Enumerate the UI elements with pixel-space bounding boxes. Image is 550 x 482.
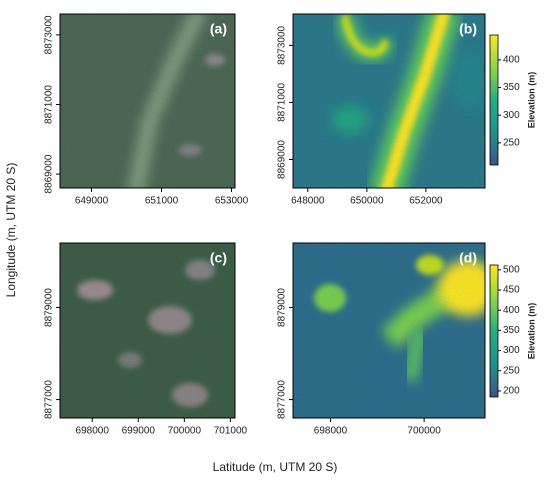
elevation-map (293, 14, 485, 188)
x-tick-label: 700000 (168, 426, 202, 437)
colorbar-tick-label: 300 (503, 345, 520, 356)
plot-frame (292, 242, 486, 419)
colorbar-tick-label: 400 (503, 55, 520, 66)
colorbar-title: Elevation (m) (526, 303, 536, 360)
colorbar (489, 34, 499, 166)
x-tick-label: 698000 (76, 426, 110, 437)
x-tick-label: 648000 (291, 196, 325, 207)
elevation-map (293, 243, 485, 418)
x-tick-label: 650000 (350, 196, 384, 207)
colorbar-tick-label: 450 (503, 285, 520, 296)
x-tick-label: 699000 (122, 426, 156, 437)
x-tick-label: 652000 (409, 196, 443, 207)
colorbar-tick-label: 300 (503, 110, 520, 121)
x-tick-label: 653000 (215, 196, 249, 207)
panel-label: (a) (210, 21, 227, 37)
colorbar-title: Elevation (m) (526, 72, 536, 129)
satellite-image (60, 14, 235, 188)
plot-frame (59, 242, 236, 419)
y-tick-label: 8877000 (277, 380, 288, 419)
x-tick-label: 701000 (214, 426, 248, 437)
plot-frame (292, 13, 486, 189)
colorbar-tick-label: 350 (503, 82, 520, 93)
y-tick-label: 8873000 (277, 25, 288, 64)
y-axis-title: Longitude (m, UTM 20 S) (4, 163, 18, 298)
panel-label: (c) (210, 250, 227, 266)
x-tick-label: 700000 (407, 426, 441, 437)
y-tick-label: 8879000 (277, 288, 288, 327)
y-tick-label: 8871000 (277, 83, 288, 122)
y-tick-label: 8869000 (277, 140, 288, 179)
y-tick-label: 8871000 (44, 85, 55, 124)
colorbar (489, 264, 499, 398)
satellite-image (60, 243, 235, 418)
y-tick-label: 8879000 (44, 288, 55, 327)
colorbar-tick-label: 500 (503, 264, 520, 275)
x-tick-label: 649000 (75, 196, 109, 207)
panel-label: (b) (459, 21, 477, 37)
colorbar-tick-label: 250 (503, 365, 520, 376)
colorbar-tick-label: 250 (503, 138, 520, 149)
x-tick-label: 651000 (145, 196, 179, 207)
y-tick-label: 8877000 (44, 380, 55, 419)
x-tick-label: 698000 (314, 426, 348, 437)
x-axis-title: Latitude (m, UTM 20 S) (213, 460, 338, 474)
colorbar-tick-label: 350 (503, 325, 520, 336)
y-tick-label: 8869000 (44, 154, 55, 193)
panel-label: (d) (459, 250, 477, 266)
colorbar-tick-label: 400 (503, 305, 520, 316)
plot-frame (59, 13, 236, 189)
y-tick-label: 8873000 (44, 15, 55, 54)
colorbar-tick-label: 200 (503, 386, 520, 397)
